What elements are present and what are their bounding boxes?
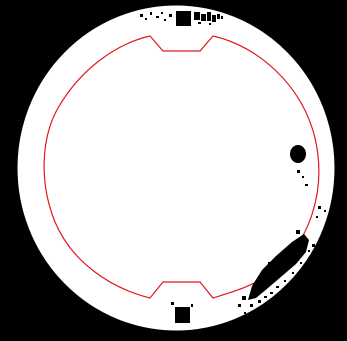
top-marker [140, 11, 223, 26]
white-disc [17, 5, 335, 331]
square-marker-icon [175, 307, 190, 323]
square-marker-icon [176, 11, 191, 26]
right-spot [290, 145, 326, 218]
bottom-marker [171, 302, 193, 323]
dark-spot-icon [290, 145, 306, 163]
red-boundary-outline [43, 35, 320, 299]
top-speckle-right [194, 12, 223, 25]
lower-right-artifact-band [238, 230, 315, 314]
top-speckle-left [140, 12, 172, 21]
disc-rim [16, 4, 336, 332]
